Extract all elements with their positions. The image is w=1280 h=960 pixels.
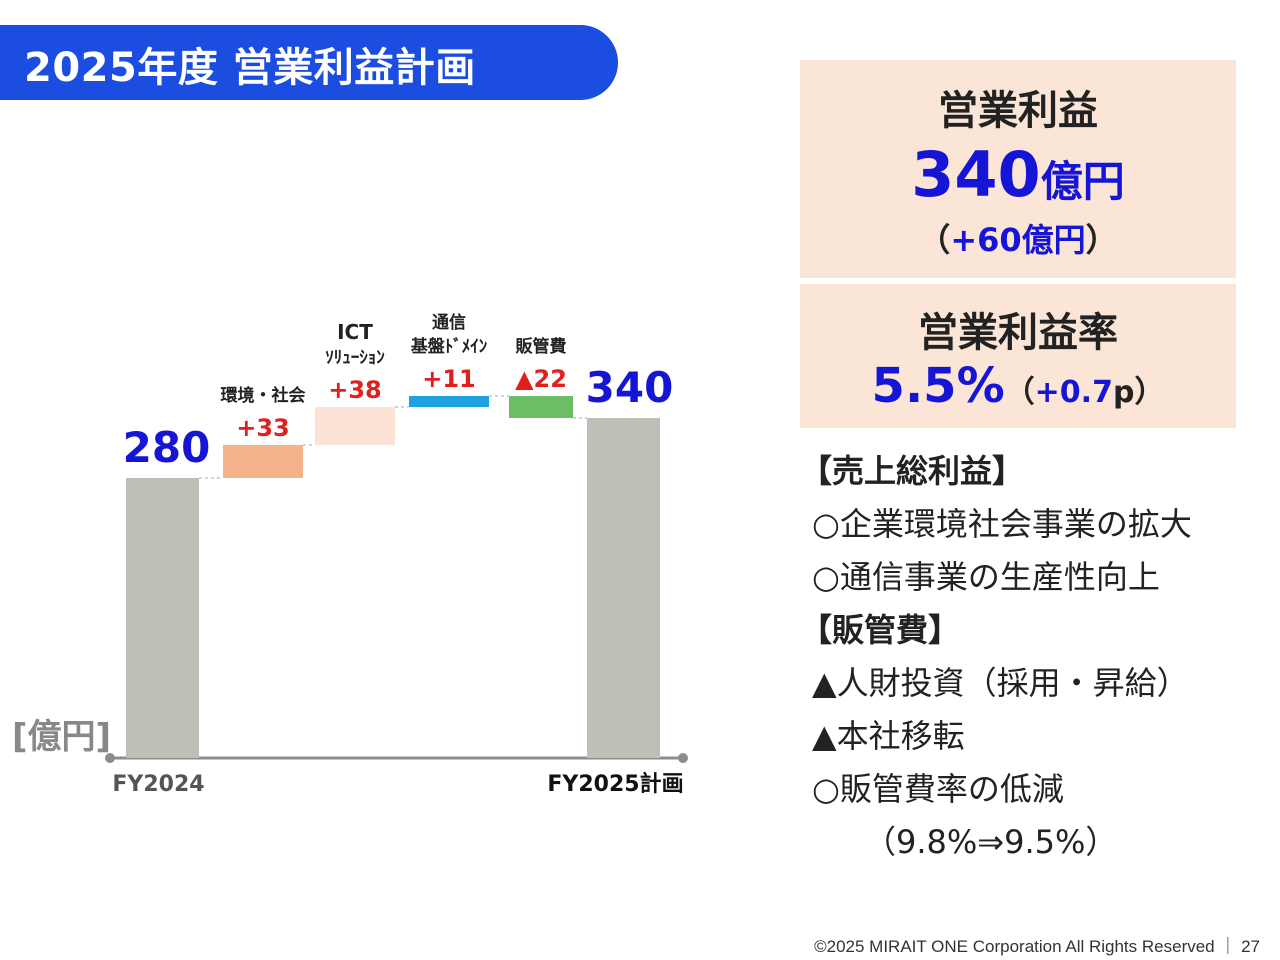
- bar-step: [223, 445, 303, 478]
- operating-profit-value: 340: [911, 138, 1041, 211]
- note-sga-heading: 【販管費】: [800, 611, 961, 649]
- bar-start-value-label: 280: [123, 423, 211, 472]
- bar-step-value-label: +33: [236, 414, 290, 442]
- bar-step-value-label: ▲22: [515, 365, 567, 393]
- note-item: ▲人財投資（採用・昇給）: [812, 664, 1189, 702]
- notes-list: 【売上総利益】 ○企業環境社会事業の拡大 ○通信事業の生産性向上 【販管費】 ▲…: [800, 445, 1260, 869]
- bar-step-value-label: +11: [422, 365, 476, 393]
- x-axis-start-dot: [105, 753, 115, 763]
- bar-step: [409, 396, 489, 407]
- note-item: （9.8%⇒9.5%）: [864, 823, 1118, 861]
- title-bar: 2025年度 営業利益計画: [0, 25, 618, 100]
- unit-label: [億円]: [12, 717, 111, 757]
- operating-margin-delta: +0.7: [1034, 375, 1113, 410]
- operating-profit-title: 営業利益: [938, 88, 1098, 134]
- note-item: ○販管費率の低減: [812, 770, 1064, 808]
- operating-margin-delta-close: ）: [1134, 375, 1165, 410]
- operating-profit-unit: 億円: [1040, 157, 1125, 206]
- bar-step-category-label: 通信: [432, 312, 466, 333]
- bar-step-category-label: 販管費: [516, 336, 567, 357]
- bar-end: [587, 418, 660, 758]
- operating-margin-box: 営業利益率 5.5%（+0.7p）: [800, 284, 1236, 428]
- operating-profit-delta-line: （+60億円）: [800, 215, 1236, 261]
- note-item: ○企業環境社会事業の拡大: [812, 505, 1192, 543]
- x-axis-end-dot: [678, 753, 688, 763]
- operating-profit-delta-close: ）: [1085, 221, 1118, 259]
- bar-step: [315, 407, 395, 445]
- x-tick-label-start: FY2024: [112, 772, 204, 797]
- copyright-footer: ©2025 MIRAIT ONE Corporation All Rights …: [814, 937, 1260, 956]
- page-title: 2025年度 営業利益計画: [24, 45, 476, 91]
- x-tick-label-end: FY2025計画: [547, 771, 683, 797]
- bar-step-category-label: ICT: [337, 320, 373, 344]
- bar-step-category-label: ｿﾘｭｰｼｮﾝ: [325, 348, 385, 368]
- note-item: ▲本社移転: [812, 717, 965, 755]
- bar-step-category-label: 基盤ﾄﾞﾒｲﾝ: [410, 336, 488, 357]
- bar-step-category-label: 環境・社会: [221, 385, 306, 406]
- bar-step-value-label: +38: [328, 376, 382, 404]
- operating-margin-delta-open: （: [1004, 375, 1035, 410]
- bar-end-value-label: 340: [586, 363, 674, 412]
- note-gross-profit-heading: 【売上総利益】: [800, 452, 1025, 490]
- bar-start: [126, 478, 199, 758]
- operating-profit-box: 営業利益 340億円 （+60億円）: [800, 60, 1236, 278]
- operating-profit-delta-open: （: [918, 221, 951, 259]
- waterfall-chart: 280 FY2024 +33 環境・社会 +38 ICT ｿﾘｭｰｼｮﾝ +11 通信基盤ﾄﾞﾒ…: [12, 312, 688, 797]
- operating-margin-delta-suffix: p: [1112, 375, 1135, 410]
- operating-margin-value-line: 5.5%（+0.7p）: [800, 358, 1236, 414]
- operating-margin-value: 5.5%: [871, 358, 1005, 414]
- operating-margin-title: 営業利益率: [918, 310, 1118, 356]
- operating-profit-delta: +60億円: [950, 221, 1086, 259]
- note-item: ○通信事業の生産性向上: [812, 558, 1160, 596]
- bar-step: [509, 396, 573, 418]
- operating-profit-value-line: 340億円: [800, 138, 1236, 211]
